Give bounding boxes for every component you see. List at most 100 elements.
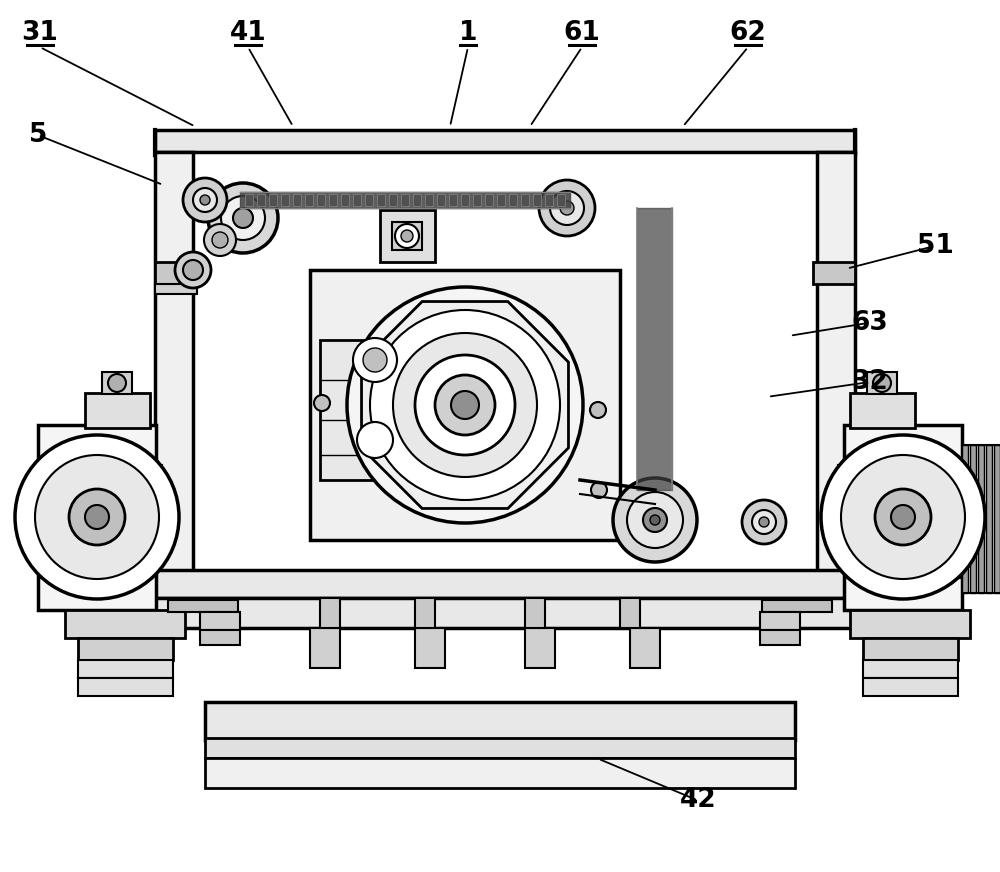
- Bar: [978, 445, 984, 593]
- Bar: [38, 560, 60, 578]
- Circle shape: [841, 455, 965, 579]
- Bar: [760, 630, 800, 645]
- Circle shape: [875, 489, 931, 545]
- Circle shape: [193, 188, 217, 212]
- Bar: [533, 194, 541, 206]
- Circle shape: [183, 178, 227, 222]
- Text: 61: 61: [564, 20, 600, 46]
- Circle shape: [590, 402, 606, 418]
- Text: 62: 62: [730, 20, 766, 46]
- Text: 32: 32: [852, 369, 888, 395]
- Circle shape: [742, 500, 786, 544]
- Bar: [305, 194, 313, 206]
- Bar: [497, 194, 505, 206]
- Bar: [415, 628, 445, 668]
- Circle shape: [233, 208, 253, 228]
- Circle shape: [204, 224, 236, 256]
- Bar: [65, 610, 185, 638]
- Text: 5: 5: [29, 122, 47, 148]
- Bar: [85, 393, 150, 428]
- Circle shape: [208, 183, 278, 253]
- Bar: [461, 194, 469, 206]
- Bar: [341, 194, 349, 206]
- Bar: [760, 612, 800, 630]
- Bar: [863, 660, 958, 678]
- Bar: [205, 702, 795, 740]
- Bar: [155, 570, 855, 598]
- Circle shape: [395, 224, 419, 248]
- Circle shape: [451, 391, 479, 419]
- Circle shape: [891, 505, 915, 529]
- Text: 42: 42: [680, 787, 716, 814]
- Bar: [817, 152, 855, 572]
- Bar: [940, 560, 962, 578]
- Bar: [353, 194, 361, 206]
- Bar: [155, 152, 193, 572]
- Bar: [844, 425, 962, 610]
- Circle shape: [591, 482, 607, 498]
- Bar: [392, 222, 422, 250]
- Bar: [521, 194, 529, 206]
- Bar: [863, 678, 958, 696]
- Circle shape: [821, 435, 985, 599]
- Bar: [630, 628, 660, 668]
- Bar: [850, 393, 915, 428]
- Bar: [310, 628, 340, 668]
- Bar: [320, 598, 340, 628]
- Bar: [38, 425, 156, 610]
- Bar: [320, 340, 430, 480]
- Circle shape: [415, 355, 515, 455]
- Circle shape: [759, 517, 769, 527]
- Bar: [437, 194, 445, 206]
- Bar: [78, 660, 173, 678]
- Bar: [962, 445, 968, 593]
- Bar: [940, 470, 962, 488]
- Bar: [310, 270, 620, 540]
- Bar: [415, 598, 435, 628]
- Bar: [269, 194, 277, 206]
- Bar: [140, 485, 162, 499]
- Bar: [281, 194, 289, 206]
- Circle shape: [401, 230, 413, 242]
- Bar: [838, 485, 860, 499]
- Bar: [867, 372, 897, 394]
- Bar: [449, 194, 457, 206]
- Bar: [509, 194, 517, 206]
- Bar: [200, 612, 240, 630]
- Circle shape: [873, 374, 891, 392]
- Bar: [317, 194, 325, 206]
- Bar: [473, 194, 481, 206]
- Circle shape: [35, 455, 159, 579]
- Circle shape: [643, 508, 667, 532]
- Circle shape: [752, 510, 776, 534]
- Bar: [365, 194, 373, 206]
- Bar: [200, 630, 240, 645]
- Bar: [100, 598, 900, 628]
- Circle shape: [314, 395, 330, 411]
- Text: 63: 63: [852, 310, 888, 336]
- Circle shape: [347, 287, 583, 523]
- Bar: [545, 194, 553, 206]
- Bar: [389, 194, 397, 206]
- Circle shape: [539, 180, 595, 236]
- Bar: [425, 194, 433, 206]
- Bar: [994, 445, 1000, 593]
- Circle shape: [15, 435, 179, 599]
- Bar: [102, 372, 132, 394]
- Bar: [762, 600, 832, 612]
- Circle shape: [212, 232, 228, 248]
- Bar: [863, 638, 958, 660]
- Circle shape: [175, 252, 211, 288]
- Circle shape: [550, 191, 584, 225]
- Bar: [155, 284, 197, 294]
- Circle shape: [85, 505, 109, 529]
- Bar: [155, 262, 197, 284]
- Circle shape: [353, 338, 397, 382]
- Bar: [970, 445, 976, 593]
- Circle shape: [200, 195, 210, 205]
- Bar: [401, 194, 409, 206]
- Bar: [838, 465, 860, 479]
- Bar: [78, 678, 173, 696]
- Polygon shape: [362, 302, 568, 508]
- Circle shape: [108, 374, 126, 392]
